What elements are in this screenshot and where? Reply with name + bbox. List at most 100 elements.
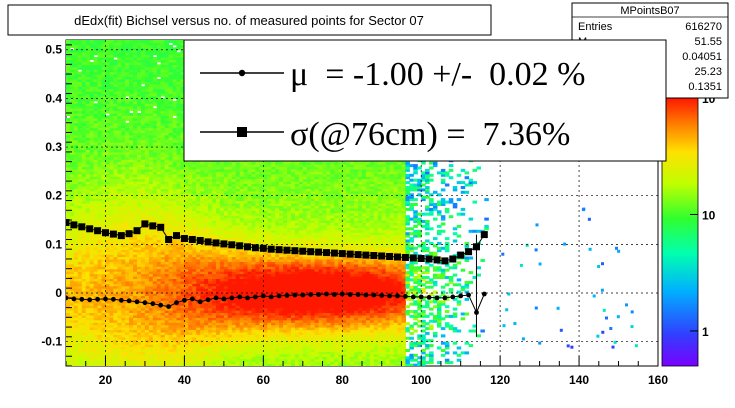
- heatmap-cell: [89, 207, 95, 211]
- heatmap-cell: [101, 237, 106, 241]
- heatmap-cell: [152, 220, 158, 223]
- heatmap-cell: [196, 278, 201, 282]
- heatmap-cell: [156, 161, 162, 165]
- heatmap-cell: [109, 96, 114, 99]
- heatmap-cell: [113, 117, 118, 121]
- heatmap-cell: [156, 349, 162, 352]
- heatmap-cell: [133, 81, 138, 85]
- heatmap-cell: [180, 57, 185, 60]
- heatmap-cell: [168, 271, 174, 275]
- heatmap-cell: [144, 261, 150, 265]
- heatmap-cell: [85, 341, 91, 345]
- heatmap-cell: [164, 96, 170, 99]
- heatmap-cell: [133, 105, 138, 109]
- heatmap-cell: [117, 331, 122, 335]
- heatmap-cell: [89, 300, 95, 304]
- heatmap-cell: [105, 78, 110, 82]
- heatmap-cell: [101, 212, 106, 216]
- heatmap-cell: [144, 358, 150, 362]
- heatmap-cell: [141, 339, 146, 343]
- heatmap-cell: [141, 256, 146, 260]
- heatmap-cell: [97, 317, 103, 321]
- heatmap-cell: [168, 166, 174, 170]
- heatmap-cell: [66, 149, 71, 153]
- heatmap-cell: [97, 168, 103, 172]
- heatmap-cell: [192, 314, 197, 318]
- heatmap-cell: [176, 312, 181, 316]
- heatmap-cell: [101, 351, 106, 355]
- heatmap-cell: [148, 176, 154, 180]
- heatmap-cell: [144, 324, 150, 328]
- heatmap-cell: [156, 229, 162, 233]
- heatmap-cell: [133, 203, 138, 206]
- heatmap-cell: [97, 122, 103, 126]
- heatmap-cell: [180, 254, 185, 258]
- heatmap-cell: [113, 215, 118, 219]
- heatmap-cell: [160, 161, 166, 165]
- heatmap-cell: [144, 268, 150, 272]
- heatmap-cell: [73, 93, 79, 97]
- heatmap-cell: [66, 322, 71, 326]
- heatmap-cell: [188, 224, 193, 228]
- heatmap-cell: [148, 339, 154, 343]
- heatmap-cell: [121, 329, 126, 333]
- heatmap-cell: [113, 130, 118, 133]
- heatmap-cell: [129, 227, 134, 231]
- heatmap-cell: [81, 241, 87, 245]
- heatmap-cell: [105, 295, 110, 299]
- heatmap-cell: [77, 349, 83, 352]
- heatmap-cell: [176, 317, 181, 321]
- heatmap-cell: [77, 144, 83, 148]
- heatmap-cell: [109, 127, 114, 131]
- heatmap-cell: [66, 130, 71, 133]
- heatmap-cell: [172, 166, 178, 170]
- heatmap-cell: [77, 86, 83, 90]
- heatmap-cell: [148, 307, 154, 311]
- heatmap-cell: [89, 173, 95, 177]
- heatmap-cell: [85, 293, 91, 296]
- heatmap-cell: [113, 329, 118, 333]
- heatmap-cell: [164, 215, 170, 219]
- heatmap-cell: [141, 290, 146, 294]
- heatmap-cell: [113, 125, 118, 129]
- heatmap-cell: [133, 115, 138, 119]
- heatmap-cell: [148, 183, 154, 187]
- heatmap-cell: [137, 47, 142, 51]
- heatmap-cell: [77, 215, 83, 219]
- heatmap-cell: [85, 254, 91, 258]
- heatmap-cell: [192, 249, 197, 253]
- heatmap-cell: [133, 346, 138, 350]
- heatmap-cell: [121, 285, 126, 289]
- heatmap-cell: [141, 117, 146, 121]
- heatmap-cell: [73, 52, 79, 56]
- heatmap-cell: [144, 42, 150, 46]
- heatmap-cell: [144, 168, 150, 172]
- heatmap-cell: [152, 193, 158, 197]
- heatmap-cell: [113, 142, 118, 146]
- heatmap-cell: [109, 166, 114, 170]
- heatmap-cell: [180, 161, 185, 165]
- heatmap-cell: [180, 83, 185, 87]
- heatmap-cell: [125, 341, 130, 345]
- heatmap-cell: [141, 237, 146, 241]
- heatmap-cell: [152, 203, 158, 206]
- heatmap-cell: [129, 203, 134, 206]
- heatmap-cell: [160, 280, 166, 284]
- heatmap-cell: [152, 327, 158, 331]
- heatmap-cell: [156, 212, 162, 216]
- heatmap-cell: [180, 351, 185, 355]
- heatmap-cell: [97, 312, 103, 316]
- heatmap-cell: [117, 227, 122, 231]
- heatmap-cell: [148, 288, 154, 292]
- heatmap-cell: [129, 237, 134, 241]
- heatmap-cell: [97, 147, 103, 150]
- heatmap-cell: [125, 78, 130, 82]
- heatmap-cell: [125, 227, 130, 231]
- heatmap-cell: [113, 122, 118, 126]
- heatmap-cell: [156, 59, 162, 63]
- heatmap-cell: [164, 361, 170, 365]
- heatmap-cell: [117, 122, 122, 126]
- heatmap-cell: [121, 154, 126, 158]
- heatmap-cell: [156, 353, 162, 357]
- heatmap-cell: [152, 49, 158, 53]
